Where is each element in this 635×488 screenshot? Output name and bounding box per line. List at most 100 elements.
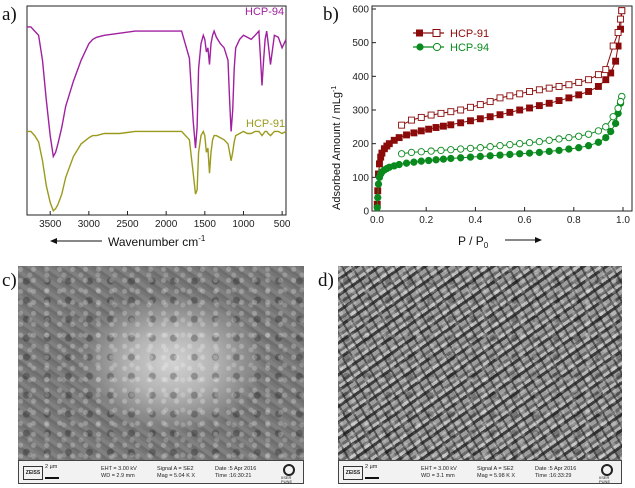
isotherm-adsorption-point-hcp-91 [612, 57, 620, 65]
isotherm-adsorption-point-hcp-91 [516, 106, 524, 114]
date-value: Date :5 Apr 2016 [535, 466, 577, 472]
isotherm-desorption-point-hcp-91 [594, 71, 602, 79]
isotherm-desorption-point-hcp-91 [467, 103, 474, 111]
isotherm-desorption-point-hcp-94 [496, 142, 504, 150]
isotherm-adsorption-point-hcp-94 [456, 154, 465, 162]
isotherm-desorption-point-hcp-91 [614, 29, 622, 37]
isotherm-x-tick-label: 0.2 [419, 215, 433, 226]
ftir-series-label-hcp91: HCP-91 [246, 118, 285, 130]
eht-value: EHT = 3.00 kV [101, 466, 137, 472]
ftir-x-tick-label: 1500 [194, 219, 217, 230]
isotherm-adsorption-point-hcp-91 [565, 94, 573, 102]
time-value: Time :16:33:29 [535, 473, 572, 479]
isotherm-desorption-point-hcp-91 [496, 94, 504, 102]
isotherm-desorption-point-hcp-91 [617, 15, 624, 23]
isotherm-desorption-point-hcp-91 [398, 121, 406, 129]
ftir-plot-frame [26, 5, 287, 216]
isotherm-desorption-point-hcp-91 [476, 101, 484, 109]
isotherm-desorption-point-hcp-94 [407, 148, 416, 157]
isotherm-desorption-point-hcp-94 [437, 146, 445, 155]
isotherm-adsorption-point-hcp-94 [516, 150, 524, 158]
isotherm-x-axis-label: P / P0 [458, 234, 489, 250]
isotherm-x-tick-label: 0.6 [518, 215, 532, 226]
isotherm-desorption-point-hcp-91 [585, 76, 593, 84]
isotherm-adsorption-point-hcp-91 [545, 99, 553, 107]
ftir-x-tick-label: 2500 [116, 219, 139, 230]
isotherm-desorption-point-hcp-91 [565, 81, 573, 89]
time-value: Time :16:30:21 [215, 473, 252, 479]
eht-value: EHT = 3.00 kV [421, 466, 457, 472]
isotherm-adsorption-point-hcp-91 [432, 124, 440, 131]
isotherm-desorption-point-hcp-94 [476, 144, 484, 152]
isotherm-adsorption-point-hcp-94 [575, 144, 583, 152]
isotherm-y-tick-label: 600 [352, 5, 369, 16]
isotherm-y-tick-label: 400 [352, 72, 369, 83]
isotherm-desorption-point-hcp-91 [545, 84, 553, 92]
isotherm-adsorption-point-hcp-91 [486, 113, 494, 121]
isotherm-adsorption-point-hcp-91 [535, 102, 543, 110]
isotherm-desorption-point-hcp-94 [456, 145, 465, 153]
isotherm-desorption-line-hcp-91 [401, 10, 623, 126]
isotherm-adsorption-point-hcp-91 [403, 131, 410, 139]
isotherm-x-tick-label: 0.4 [468, 215, 482, 226]
isotherm-desorption-point-hcp-94 [506, 141, 514, 149]
isotherm-adsorption-point-hcp-91 [457, 119, 465, 127]
scale-bar: 2 µm [45, 464, 59, 479]
isotherm-adsorption-point-hcp-91 [425, 125, 433, 133]
isotherm-adsorption-point-hcp-91 [417, 127, 425, 135]
isotherm-adsorption-point-hcp-91 [476, 115, 484, 123]
ftir-x-axis-label: Wavenumber cm-1 [108, 234, 206, 249]
isotherm-adsorption-point-hcp-94 [417, 157, 425, 165]
wd-value: WD = 3.1 mm [421, 473, 455, 479]
isotherm-desorption-point-hcp-91 [618, 7, 626, 15]
isotherm-adsorption-point-hcp-94 [525, 149, 534, 157]
isotherm-adsorption-point-hcp-94 [432, 156, 440, 164]
isotherm-adsorption-point-hcp-94 [545, 147, 553, 156]
scale-bar-label: 2 µm [45, 464, 58, 470]
isotherm-adsorption-point-hcp-91 [526, 104, 533, 112]
isotherm-chart: 0.0 0.2 0.4 0.6 0.8 1.0 0 100 200 300 400 500 600 HC… [331, 5, 633, 250]
isotherm-adsorption-point-hcp-91 [410, 129, 418, 137]
isotherm-adsorption-point-hcp-91 [555, 97, 563, 105]
isotherm-adsorption-point-hcp-94 [447, 154, 455, 163]
isotherm-adsorption-point-hcp-91 [585, 88, 593, 95]
isotherm-desorption-point-hcp-94 [535, 137, 544, 146]
isotherm-adsorption-point-hcp-94 [506, 150, 514, 159]
isotherm-desorption-point-hcp-94 [602, 123, 610, 131]
isotherm-desorption-point-hcp-94 [545, 136, 553, 144]
sem-image-c [18, 266, 304, 460]
isotherm-adsorption-line-hcp-91 [376, 10, 623, 205]
date-value: Date :5 Apr 2016 [215, 466, 257, 472]
isotherm-desorption-point-hcp-91 [575, 78, 583, 86]
isotherm-plot-frame [371, 5, 633, 212]
panel-label-c: c) [2, 270, 17, 291]
ftir-x-tick-label: 1000 [232, 219, 255, 230]
ftir-x-tick-label: 3500 [39, 219, 62, 230]
ftir-x-tick-label: 3000 [78, 219, 101, 230]
scale-bar-label: 2 µm [365, 464, 378, 470]
isotherm-adsorption-point-hcp-94 [607, 127, 615, 136]
isotherm-adsorption-point-hcp-91 [439, 122, 447, 130]
isotherm-desorption-point-hcp-94 [486, 143, 494, 151]
panel-label-b: b) [323, 4, 339, 25]
isotherm-desorption-point-hcp-94 [525, 139, 534, 147]
isotherm-adsorption-point-hcp-91 [602, 76, 610, 84]
isotherm-desorption-point-hcp-94 [516, 140, 524, 148]
isotherm-desorption-point-hcp-94 [616, 97, 625, 106]
ftir-series-label-hcp94: HCP-94 [245, 6, 284, 18]
isotherm-adsorption-point-hcp-94 [486, 152, 494, 160]
isotherm-adsorption-point-hcp-94 [373, 203, 381, 212]
mag-value: Mag = 5.04 K X [157, 473, 196, 479]
isotherm-adsorption-point-hcp-91 [575, 91, 583, 99]
isotherm-adsorption-point-hcp-94 [410, 158, 418, 166]
ftir-x-tick-label: 500 [274, 219, 291, 230]
sem-info-bar-c: ZEISS 2 µm EHT = 3.00 kV WD = 2.9 mm Sign… [18, 460, 304, 484]
isotherm-adsorption-point-hcp-94 [611, 119, 620, 128]
isotherm-desorption-point-hcp-94 [584, 130, 593, 138]
signal-value: Signal A = SE2 [477, 466, 514, 472]
isotherm-adsorption-point-hcp-94 [496, 151, 504, 159]
isotherm-adsorption-point-hcp-91 [376, 160, 383, 168]
isotherm-desorption-point-hcp-91 [506, 92, 514, 100]
isotherm-adsorption-point-hcp-91 [395, 134, 403, 142]
isotherm-desorption-point-hcp-94 [565, 133, 573, 142]
